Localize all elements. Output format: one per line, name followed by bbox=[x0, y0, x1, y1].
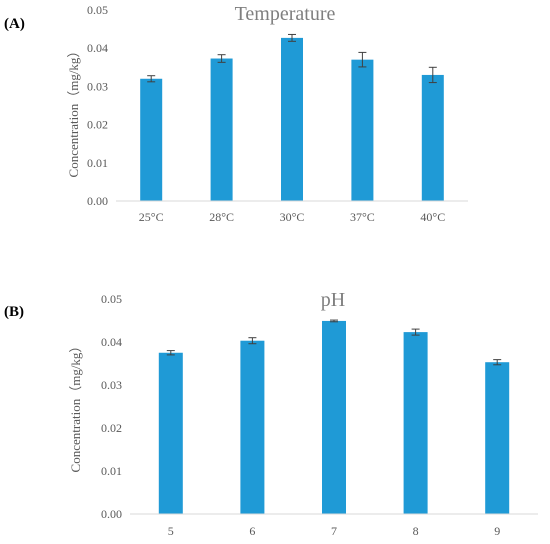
x-tick-label: 40°C bbox=[420, 210, 445, 224]
y-tick-label: 0.03 bbox=[101, 378, 122, 392]
x-tick-label: 9 bbox=[494, 524, 500, 538]
bar bbox=[158, 352, 183, 514]
y-tick-label: 0.00 bbox=[87, 194, 108, 208]
bar bbox=[403, 332, 428, 514]
y-axis-label-a: Concentration（mg/kg） bbox=[66, 45, 81, 178]
y-tick-label: 0.02 bbox=[87, 118, 108, 132]
y-tick-label: 0.05 bbox=[101, 292, 122, 306]
chart-title-temperature: Temperature bbox=[235, 3, 336, 25]
bar bbox=[210, 58, 233, 201]
bar bbox=[485, 362, 510, 514]
x-tick-label: 25°C bbox=[139, 210, 164, 224]
x-tick-label: 37°C bbox=[350, 210, 375, 224]
y-ticks-a: 0.00 0.01 0.02 0.03 0.04 0.05 bbox=[87, 3, 108, 208]
y-tick-label: 0.04 bbox=[87, 41, 108, 55]
x-tick-label: 7 bbox=[331, 524, 337, 538]
x-tick-label: 6 bbox=[249, 524, 255, 538]
bar bbox=[351, 59, 374, 201]
chart-ph: (B) pH Concentration（mg/kg） 0.00 0.01 0.02… bbox=[4, 289, 538, 538]
bar bbox=[322, 320, 346, 514]
bar bbox=[240, 340, 265, 514]
bar bbox=[281, 37, 303, 201]
panel-label-b: (B) bbox=[4, 304, 24, 320]
y-tick-label: 0.04 bbox=[101, 335, 122, 349]
error-bars-b bbox=[166, 319, 502, 366]
y-tick-label: 0.01 bbox=[101, 464, 122, 478]
chart-temperature: (A) Temperature Concentration（mg/kg） 0.0… bbox=[4, 3, 468, 224]
bars-a bbox=[140, 37, 444, 201]
x-tick-label: 5 bbox=[168, 524, 174, 538]
error-bars-a bbox=[147, 33, 437, 84]
y-tick-label: 0.05 bbox=[87, 3, 108, 17]
y-tick-label: 0.02 bbox=[101, 421, 122, 435]
bar bbox=[140, 78, 163, 201]
x-tick-label: 28°C bbox=[209, 210, 234, 224]
y-tick-label: 0.03 bbox=[87, 79, 108, 93]
bars-b bbox=[158, 320, 510, 514]
y-tick-label: 0.01 bbox=[87, 156, 108, 170]
x-tick-label: 8 bbox=[413, 524, 419, 538]
x-tick-label: 30°C bbox=[280, 210, 305, 224]
panel-label-a: (A) bbox=[4, 16, 25, 32]
y-tick-label: 0.00 bbox=[101, 507, 122, 521]
x-ticks-a: 25°C 28°C 30°C 37°C 40°C bbox=[139, 210, 445, 224]
x-ticks-b: 5 6 7 8 9 bbox=[168, 524, 500, 538]
y-ticks-b: 0.00 0.01 0.02 0.03 0.04 0.05 bbox=[101, 292, 122, 521]
chart-title-ph: pH bbox=[321, 289, 345, 311]
y-axis-label-b: Concentration（mg/kg） bbox=[68, 340, 83, 473]
bar bbox=[421, 74, 444, 201]
